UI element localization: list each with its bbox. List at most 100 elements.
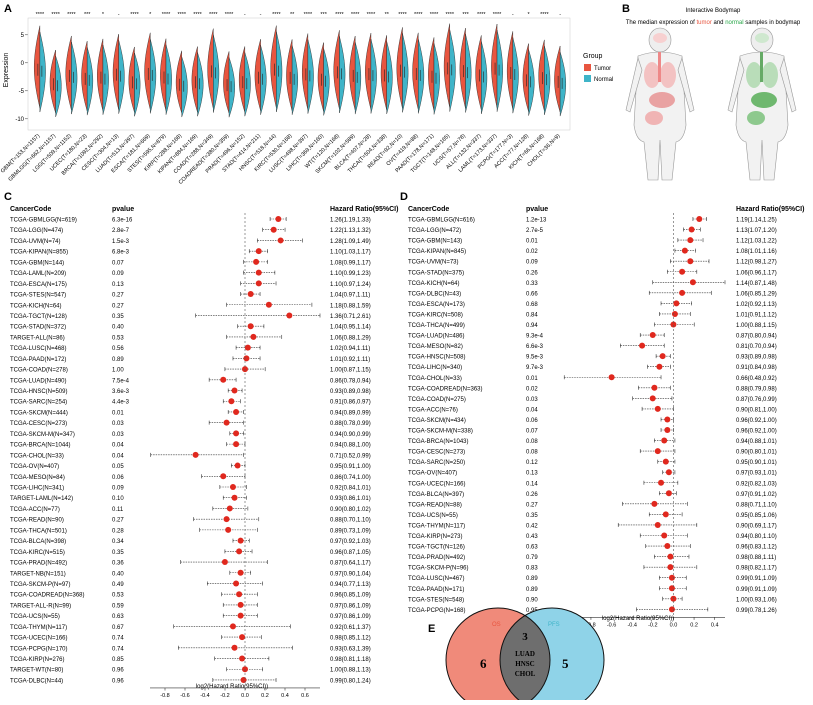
violin-tumor (160, 38, 167, 111)
panel-b: B Interactive Bodymap The median express… (622, 3, 801, 181)
hazard-ratio: 0.98(0.81,1.18) (330, 657, 371, 663)
panel-c-xlabel: log2(Hazard Ratio(95%CI)) (196, 684, 268, 690)
p-value: 1.2e-13 (526, 218, 547, 224)
significance-mark: - (118, 12, 120, 18)
hr-point (223, 419, 230, 426)
p-value: 0.01 (526, 376, 538, 382)
p-value: 9.5e-3 (526, 355, 544, 361)
hazard-ratio: 0.87(0.64,1.17) (330, 561, 371, 567)
p-value: 6.3e-16 (112, 218, 133, 224)
p-value: 0.34 (112, 539, 124, 545)
significance-mark: *** (84, 12, 91, 18)
cancer-code: TCGA-GBMLGG(N=616) (408, 218, 475, 224)
cancer-code: TCGA-SARC(N=250) (408, 460, 465, 466)
hazard-ratio: 0.98(0.88,1.11) (736, 555, 776, 561)
violin-normal (402, 33, 409, 113)
hr-point (667, 553, 674, 560)
p-value: 1.00 (112, 368, 124, 374)
venn-gene-3: CHOL (515, 670, 536, 678)
hazard-ratio: 1.19(1.14,1.25) (736, 218, 777, 224)
p-value: 0.40 (112, 571, 124, 577)
hr-point (668, 585, 675, 592)
hr-point (236, 591, 243, 598)
violin-tumor (365, 33, 372, 110)
p-value: 0.28 (112, 528, 124, 534)
significance-mark: ** (385, 12, 390, 18)
cancer-code: TCGA-UCEC(N=166) (10, 636, 68, 642)
hr-point (286, 312, 293, 319)
violin-normal (323, 48, 330, 116)
hazard-ratio: 1.00(0.93,1.06) (736, 597, 777, 603)
violin-tumor (349, 35, 356, 111)
violin-tumor (522, 43, 529, 112)
hazard-ratio: 0.95(0.91,1.00) (330, 464, 371, 470)
significance-mark: - (260, 12, 262, 18)
hazard-ratio: 0.96(0.92,1.00) (736, 418, 777, 424)
hr-point (255, 248, 262, 255)
hr-point (228, 398, 235, 405)
hr-point (649, 332, 656, 339)
y-tick-label: 5 (21, 33, 25, 39)
hazard-ratio: 1.02(0.94,1.11) (330, 346, 370, 352)
significance-mark: **** (193, 12, 202, 18)
venn-both-count: 3 (522, 631, 528, 643)
cancer-code: TCGA-SKCM(N=434) (408, 418, 466, 424)
hazard-ratio: 1.02(0.92,1.13) (736, 302, 777, 308)
cancer-code: TCGA-TGCT(N=126) (408, 545, 465, 551)
p-value: 0.35 (112, 314, 124, 320)
cancer-code: TCGA-LGG(N=474) (10, 228, 63, 234)
p-value: 0.10 (112, 496, 124, 502)
panel-a-xlabels: GBM(T=153,N=1157)GBMLGG(T=662,N=1157)LGG… (0, 133, 562, 186)
hr-point (255, 269, 262, 276)
hr-point (233, 430, 240, 437)
legend-tumor-swatch (584, 64, 591, 71)
hazard-ratio: 0.89(0.73,1.09) (330, 528, 371, 534)
cancer-code: TCGA-LUAD(N=490) (10, 378, 67, 384)
cancer-code: TCGA-KIPAN(N=845) (408, 249, 466, 255)
hr-point (654, 405, 661, 412)
hazard-ratio: 0.95(0.85,1.06) (736, 513, 777, 519)
hazard-ratio: 1.01(0.91,1.12) (736, 312, 777, 318)
p-value: 0.08 (526, 450, 538, 456)
hr-point (239, 634, 246, 641)
violin-normal (118, 40, 125, 114)
p-value: 0.42 (526, 523, 538, 529)
legend-normal-label: Normal (594, 77, 613, 83)
p-value: 3.6e-3 (112, 389, 130, 395)
panel-b-label: B (622, 3, 630, 15)
y-tick-label: -5 (19, 89, 25, 95)
hr-point (696, 216, 703, 222)
hazard-ratio: 1.01(0.92,1.11) (330, 357, 370, 363)
p-value: 0.08 (526, 439, 538, 445)
hr-point (237, 569, 244, 576)
p-value: 0.96 (112, 678, 124, 684)
violin-tumor (428, 37, 435, 111)
p-value: 0.04 (112, 443, 124, 449)
significance-mark: **** (51, 12, 60, 18)
violin-tumor (317, 42, 324, 112)
violin-tumor (380, 35, 387, 110)
hr-point (240, 676, 247, 683)
hazard-ratio: 0.96(0.92,1.00) (736, 429, 777, 435)
violin-normal (71, 41, 78, 115)
cancer-code: TCGA-SKCM-M(N=338) (408, 429, 473, 435)
cancer-code: TCGA-LUAD(N=486) (408, 334, 465, 340)
significance-mark: **** (477, 12, 486, 18)
significance-mark: **** (304, 12, 313, 18)
cancer-code: TCGA-ESCA(N=175) (10, 282, 67, 288)
panel-a-label: A (4, 3, 12, 15)
significance-mark: **** (398, 12, 407, 18)
cancer-code: TCGA-COAD(N=278) (10, 368, 68, 374)
significance-mark: **** (540, 12, 549, 18)
p-value: 0.56 (112, 346, 124, 352)
violin-normal (244, 52, 251, 117)
cancer-code: TCGA-BLCA(N=397) (408, 492, 464, 498)
cancer-code: TCGA-MESO(N=82) (408, 344, 463, 350)
cancer-code: TCGA-STAD(N=372) (10, 325, 66, 331)
cancer-code: TCGA-THCA(N=501) (10, 528, 67, 534)
violin-normal (291, 45, 298, 115)
hazard-ratio: 0.88(0.70,1.10) (330, 518, 371, 524)
p-value: 0.09 (112, 271, 124, 277)
p-value: 0.83 (526, 566, 538, 572)
venn-gene-1: LUAD (515, 650, 535, 658)
